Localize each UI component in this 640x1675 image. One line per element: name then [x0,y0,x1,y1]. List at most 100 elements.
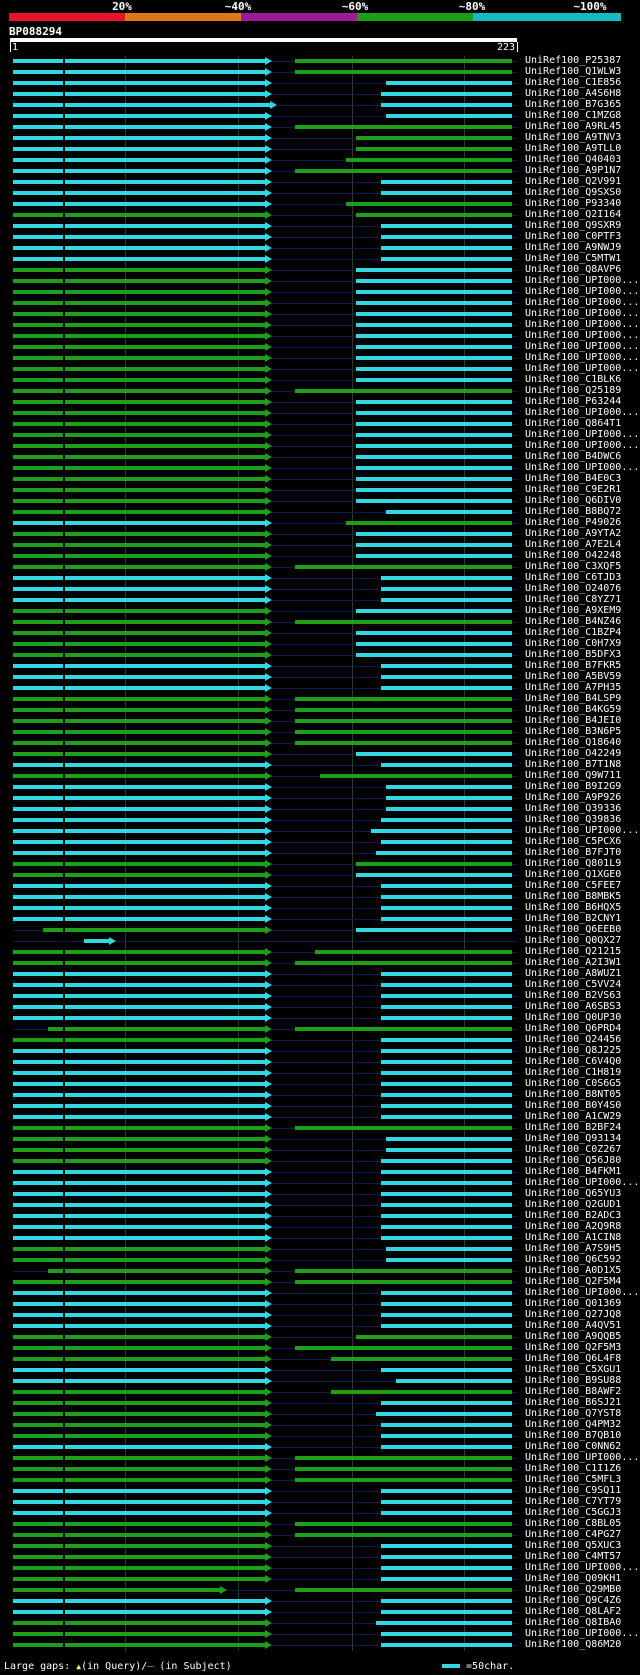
hit-id-link[interactable]: UniRef100_P25387 [525,55,622,66]
hit-id-link[interactable]: UniRef100_A9XEM9 [525,605,622,616]
hit-id-link[interactable]: UniRef100_B4DWC6 [525,451,622,462]
hit-row[interactable]: UniRef100_UPI000... [0,440,640,452]
hit-id-link[interactable]: UniRef100_Q9SXS0 [525,187,622,198]
hit-row[interactable]: UniRef100_C1BLK6 [0,374,640,386]
hit-id-link[interactable]: UniRef100_B8NT05 [525,1089,622,1100]
hit-row[interactable]: UniRef100_Q2F5M3 [0,1342,640,1354]
hit-id-link[interactable]: UniRef100_Q40403 [525,154,622,165]
hit-id-link[interactable]: UniRef100_O42248 [525,550,622,561]
hit-row[interactable]: UniRef100_C8YZ71 [0,594,640,606]
hit-id-link[interactable]: UniRef100_C5MTW1 [525,253,622,264]
hit-id-link[interactable]: UniRef100_Q6C592 [525,1254,622,1265]
hit-id-link[interactable]: UniRef100_A7S9H5 [525,1243,622,1254]
hit-id-link[interactable]: UniRef100_Q8J225 [525,1045,622,1056]
hit-id-link[interactable]: UniRef100_B7FJT0 [525,847,622,858]
hit-id-link[interactable]: UniRef100_B8AWF2 [525,1386,622,1397]
hit-id-link[interactable]: UniRef100_B3N6P5 [525,726,622,737]
hit-id-link[interactable]: UniRef100_C9SQ11 [525,1485,622,1496]
hit-id-link[interactable]: UniRef100_C6TJD3 [525,572,622,583]
hit-id-link[interactable]: UniRef100_Q18640 [525,737,622,748]
hit-id-link[interactable]: UniRef100_B2CNY1 [525,913,622,924]
hit-id-link[interactable]: UniRef100_C1H819 [525,1067,622,1078]
hit-row[interactable]: UniRef100_P25387 [0,55,640,67]
hit-id-link[interactable]: UniRef100_B0Y4S0 [525,1100,622,1111]
hit-row[interactable]: UniRef100_Q5XUC3 [0,1540,640,1552]
hit-row[interactable]: UniRef100_B7T1N8 [0,759,640,771]
hit-id-link[interactable]: UniRef100_Q6PRD4 [525,1023,622,1034]
hit-row[interactable]: UniRef100_UPI000... [0,352,640,364]
hit-row[interactable]: UniRef100_O42249 [0,748,640,760]
hit-row[interactable]: UniRef100_C9E2R1 [0,484,640,496]
hit-row[interactable]: UniRef100_B8AWF2 [0,1386,640,1398]
hit-row[interactable]: UniRef100_C0NN62 [0,1441,640,1453]
hit-id-link[interactable]: UniRef100_C1E856 [525,77,622,88]
hit-row[interactable]: UniRef100_B8BQ72 [0,506,640,518]
hit-row[interactable]: UniRef100_Q801L9 [0,858,640,870]
hit-id-link[interactable]: UniRef100_A9QQB5 [525,1331,622,1342]
hit-id-link[interactable]: UniRef100_C0H7X9 [525,638,622,649]
hit-id-link[interactable]: UniRef100_A9TLL0 [525,143,622,154]
hit-row[interactable]: UniRef100_Q9C4Z6 [0,1595,640,1607]
hit-id-link[interactable]: UniRef100_Q6DIV0 [525,495,622,506]
hit-id-link[interactable]: UniRef100_C1MZG8 [525,110,622,121]
hit-id-link[interactable]: UniRef100_C8BL05 [525,1518,622,1529]
hit-row[interactable]: UniRef100_C0S6G5 [0,1078,640,1090]
hit-id-link[interactable]: UniRef100_A4S6H8 [525,88,622,99]
hit-row[interactable]: UniRef100_Q6EEB0 [0,924,640,936]
hit-id-link[interactable]: UniRef100_Q6L4F8 [525,1353,622,1364]
hit-id-link[interactable]: UniRef100_UPI000... [525,330,640,341]
hit-row[interactable]: UniRef100_C5GGJ3 [0,1507,640,1519]
hit-row[interactable]: UniRef100_Q2V991 [0,176,640,188]
hit-id-link[interactable]: UniRef100_P93340 [525,198,622,209]
hit-id-link[interactable]: UniRef100_C4MT57 [525,1551,622,1562]
hit-id-link[interactable]: UniRef100_C5GGJ3 [525,1507,622,1518]
hit-id-link[interactable]: UniRef100_Q7YST8 [525,1408,622,1419]
hit-id-link[interactable]: UniRef100_UPI000... [525,407,640,418]
hit-row[interactable]: UniRef100_B4LSP9 [0,693,640,705]
hit-row[interactable]: UniRef100_B8MBK5 [0,891,640,903]
hit-row[interactable]: UniRef100_Q86M20 [0,1639,640,1651]
hit-row[interactable]: UniRef100_C1MZG8 [0,110,640,122]
hit-row[interactable]: UniRef100_Q1XGE0 [0,869,640,881]
hit-row[interactable]: UniRef100_Q56J80 [0,1155,640,1167]
hit-row[interactable]: UniRef100_B5DFX3 [0,649,640,661]
hit-id-link[interactable]: UniRef100_B4KG59 [525,704,622,715]
hit-id-link[interactable]: UniRef100_UPI000... [525,297,640,308]
hit-row[interactable]: UniRef100_A9P1N7 [0,165,640,177]
hit-row[interactable]: UniRef100_O42248 [0,550,640,562]
hit-row[interactable]: UniRef100_UPI000... [0,286,640,298]
hit-row[interactable]: UniRef100_B6HQX5 [0,902,640,914]
hit-id-link[interactable]: UniRef100_C4PG27 [525,1529,622,1540]
hit-row[interactable]: UniRef100_B7FJT0 [0,847,640,859]
hit-id-link[interactable]: UniRef100_B2BF24 [525,1122,622,1133]
hit-id-link[interactable]: UniRef100_Q39336 [525,803,622,814]
hit-id-link[interactable]: UniRef100_A9P1N7 [525,165,622,176]
hit-id-link[interactable]: UniRef100_Q8LAF2 [525,1606,622,1617]
hit-row[interactable]: UniRef100_A9TLL0 [0,143,640,155]
hit-row[interactable]: UniRef100_Q2GUD1 [0,1199,640,1211]
hit-row[interactable]: UniRef100_A9RL45 [0,121,640,133]
hit-row[interactable]: UniRef100_Q8IBA0 [0,1617,640,1629]
hit-id-link[interactable]: UniRef100_B6SJ21 [525,1397,622,1408]
hit-id-link[interactable]: UniRef100_Q0QX27 [525,935,622,946]
hit-id-link[interactable]: UniRef100_B2ADC3 [525,1210,622,1221]
hit-row[interactable]: UniRef100_C8BL05 [0,1518,640,1530]
hit-id-link[interactable]: UniRef100_Q2F5M3 [525,1342,622,1353]
hit-id-link[interactable]: UniRef100_B7QB10 [525,1430,622,1441]
hit-id-link[interactable]: UniRef100_A1CIN8 [525,1232,622,1243]
hit-row[interactable]: UniRef100_C1E856 [0,77,640,89]
hit-id-link[interactable]: UniRef100_Q2V991 [525,176,622,187]
hit-row[interactable]: UniRef100_A9NWJ9 [0,242,640,254]
hit-row[interactable]: UniRef100_O24076 [0,583,640,595]
hit-row[interactable]: UniRef100_C5XGU1 [0,1364,640,1376]
hit-row[interactable]: UniRef100_Q93134 [0,1133,640,1145]
hit-row[interactable]: UniRef100_Q09KH1 [0,1573,640,1585]
hit-row[interactable]: UniRef100_Q2F5M4 [0,1276,640,1288]
hit-row[interactable]: UniRef100_B7QB10 [0,1430,640,1442]
hit-id-link[interactable]: UniRef100_Q25189 [525,385,622,396]
hit-id-link[interactable]: UniRef100_UPI000... [525,1452,640,1463]
hit-id-link[interactable]: UniRef100_Q2F5M4 [525,1276,622,1287]
hit-id-link[interactable]: UniRef100_Q0UP30 [525,1012,622,1023]
hit-id-link[interactable]: UniRef100_Q8IBA0 [525,1617,622,1628]
hit-id-link[interactable]: UniRef100_C0NN62 [525,1441,622,1452]
